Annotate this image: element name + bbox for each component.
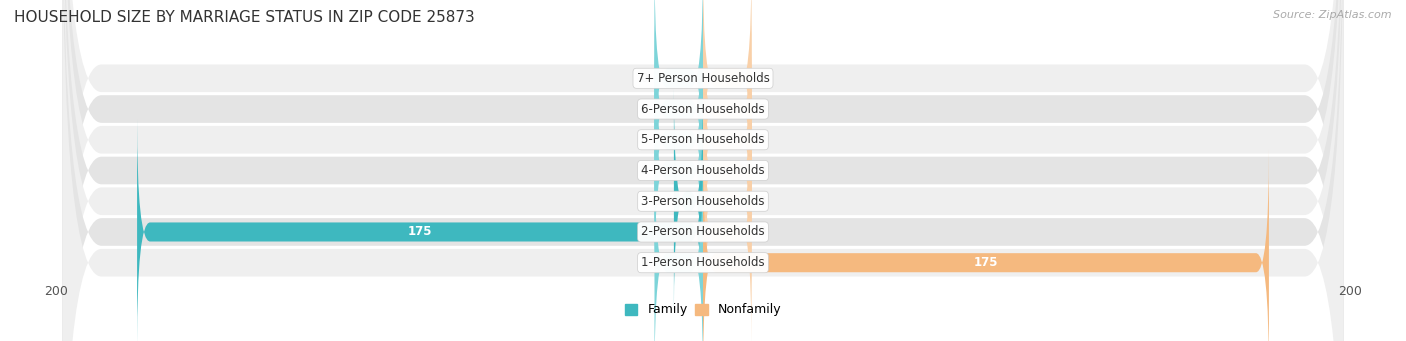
FancyBboxPatch shape xyxy=(63,0,1343,341)
FancyBboxPatch shape xyxy=(655,0,703,192)
Text: 175: 175 xyxy=(974,256,998,269)
FancyBboxPatch shape xyxy=(63,0,1343,341)
FancyBboxPatch shape xyxy=(703,88,751,315)
Text: 3-Person Households: 3-Person Households xyxy=(641,195,765,208)
Text: 0: 0 xyxy=(758,103,765,116)
Text: 0: 0 xyxy=(758,133,765,146)
Text: 0: 0 xyxy=(641,103,648,116)
Text: 0: 0 xyxy=(758,225,765,238)
FancyBboxPatch shape xyxy=(655,0,703,222)
FancyBboxPatch shape xyxy=(655,26,703,253)
FancyBboxPatch shape xyxy=(673,88,703,315)
Text: 2-Person Households: 2-Person Households xyxy=(641,225,765,238)
FancyBboxPatch shape xyxy=(703,26,751,253)
Text: 0: 0 xyxy=(758,164,765,177)
FancyBboxPatch shape xyxy=(703,0,751,222)
FancyBboxPatch shape xyxy=(63,0,1343,341)
Legend: Family, Nonfamily: Family, Nonfamily xyxy=(620,298,786,321)
FancyBboxPatch shape xyxy=(138,119,703,341)
Text: HOUSEHOLD SIZE BY MARRIAGE STATUS IN ZIP CODE 25873: HOUSEHOLD SIZE BY MARRIAGE STATUS IN ZIP… xyxy=(14,10,475,25)
Text: 0: 0 xyxy=(641,256,648,269)
Text: Source: ZipAtlas.com: Source: ZipAtlas.com xyxy=(1274,10,1392,20)
Text: 0: 0 xyxy=(758,195,765,208)
Text: 4-Person Households: 4-Person Households xyxy=(641,164,765,177)
Text: 9: 9 xyxy=(654,195,661,208)
Text: 1-Person Households: 1-Person Households xyxy=(641,256,765,269)
FancyBboxPatch shape xyxy=(703,0,751,192)
FancyBboxPatch shape xyxy=(655,149,703,341)
FancyBboxPatch shape xyxy=(63,0,1343,341)
Text: 0: 0 xyxy=(641,133,648,146)
Text: 0: 0 xyxy=(758,72,765,85)
FancyBboxPatch shape xyxy=(63,0,1343,341)
FancyBboxPatch shape xyxy=(703,119,751,341)
Text: 6-Person Households: 6-Person Households xyxy=(641,103,765,116)
Text: 5-Person Households: 5-Person Households xyxy=(641,133,765,146)
Text: 7+ Person Households: 7+ Person Households xyxy=(637,72,769,85)
FancyBboxPatch shape xyxy=(63,0,1343,341)
FancyBboxPatch shape xyxy=(703,149,1268,341)
Text: 0: 0 xyxy=(641,164,648,177)
FancyBboxPatch shape xyxy=(63,0,1343,341)
Text: 0: 0 xyxy=(641,72,648,85)
FancyBboxPatch shape xyxy=(703,57,751,284)
FancyBboxPatch shape xyxy=(655,57,703,284)
Text: 175: 175 xyxy=(408,225,432,238)
